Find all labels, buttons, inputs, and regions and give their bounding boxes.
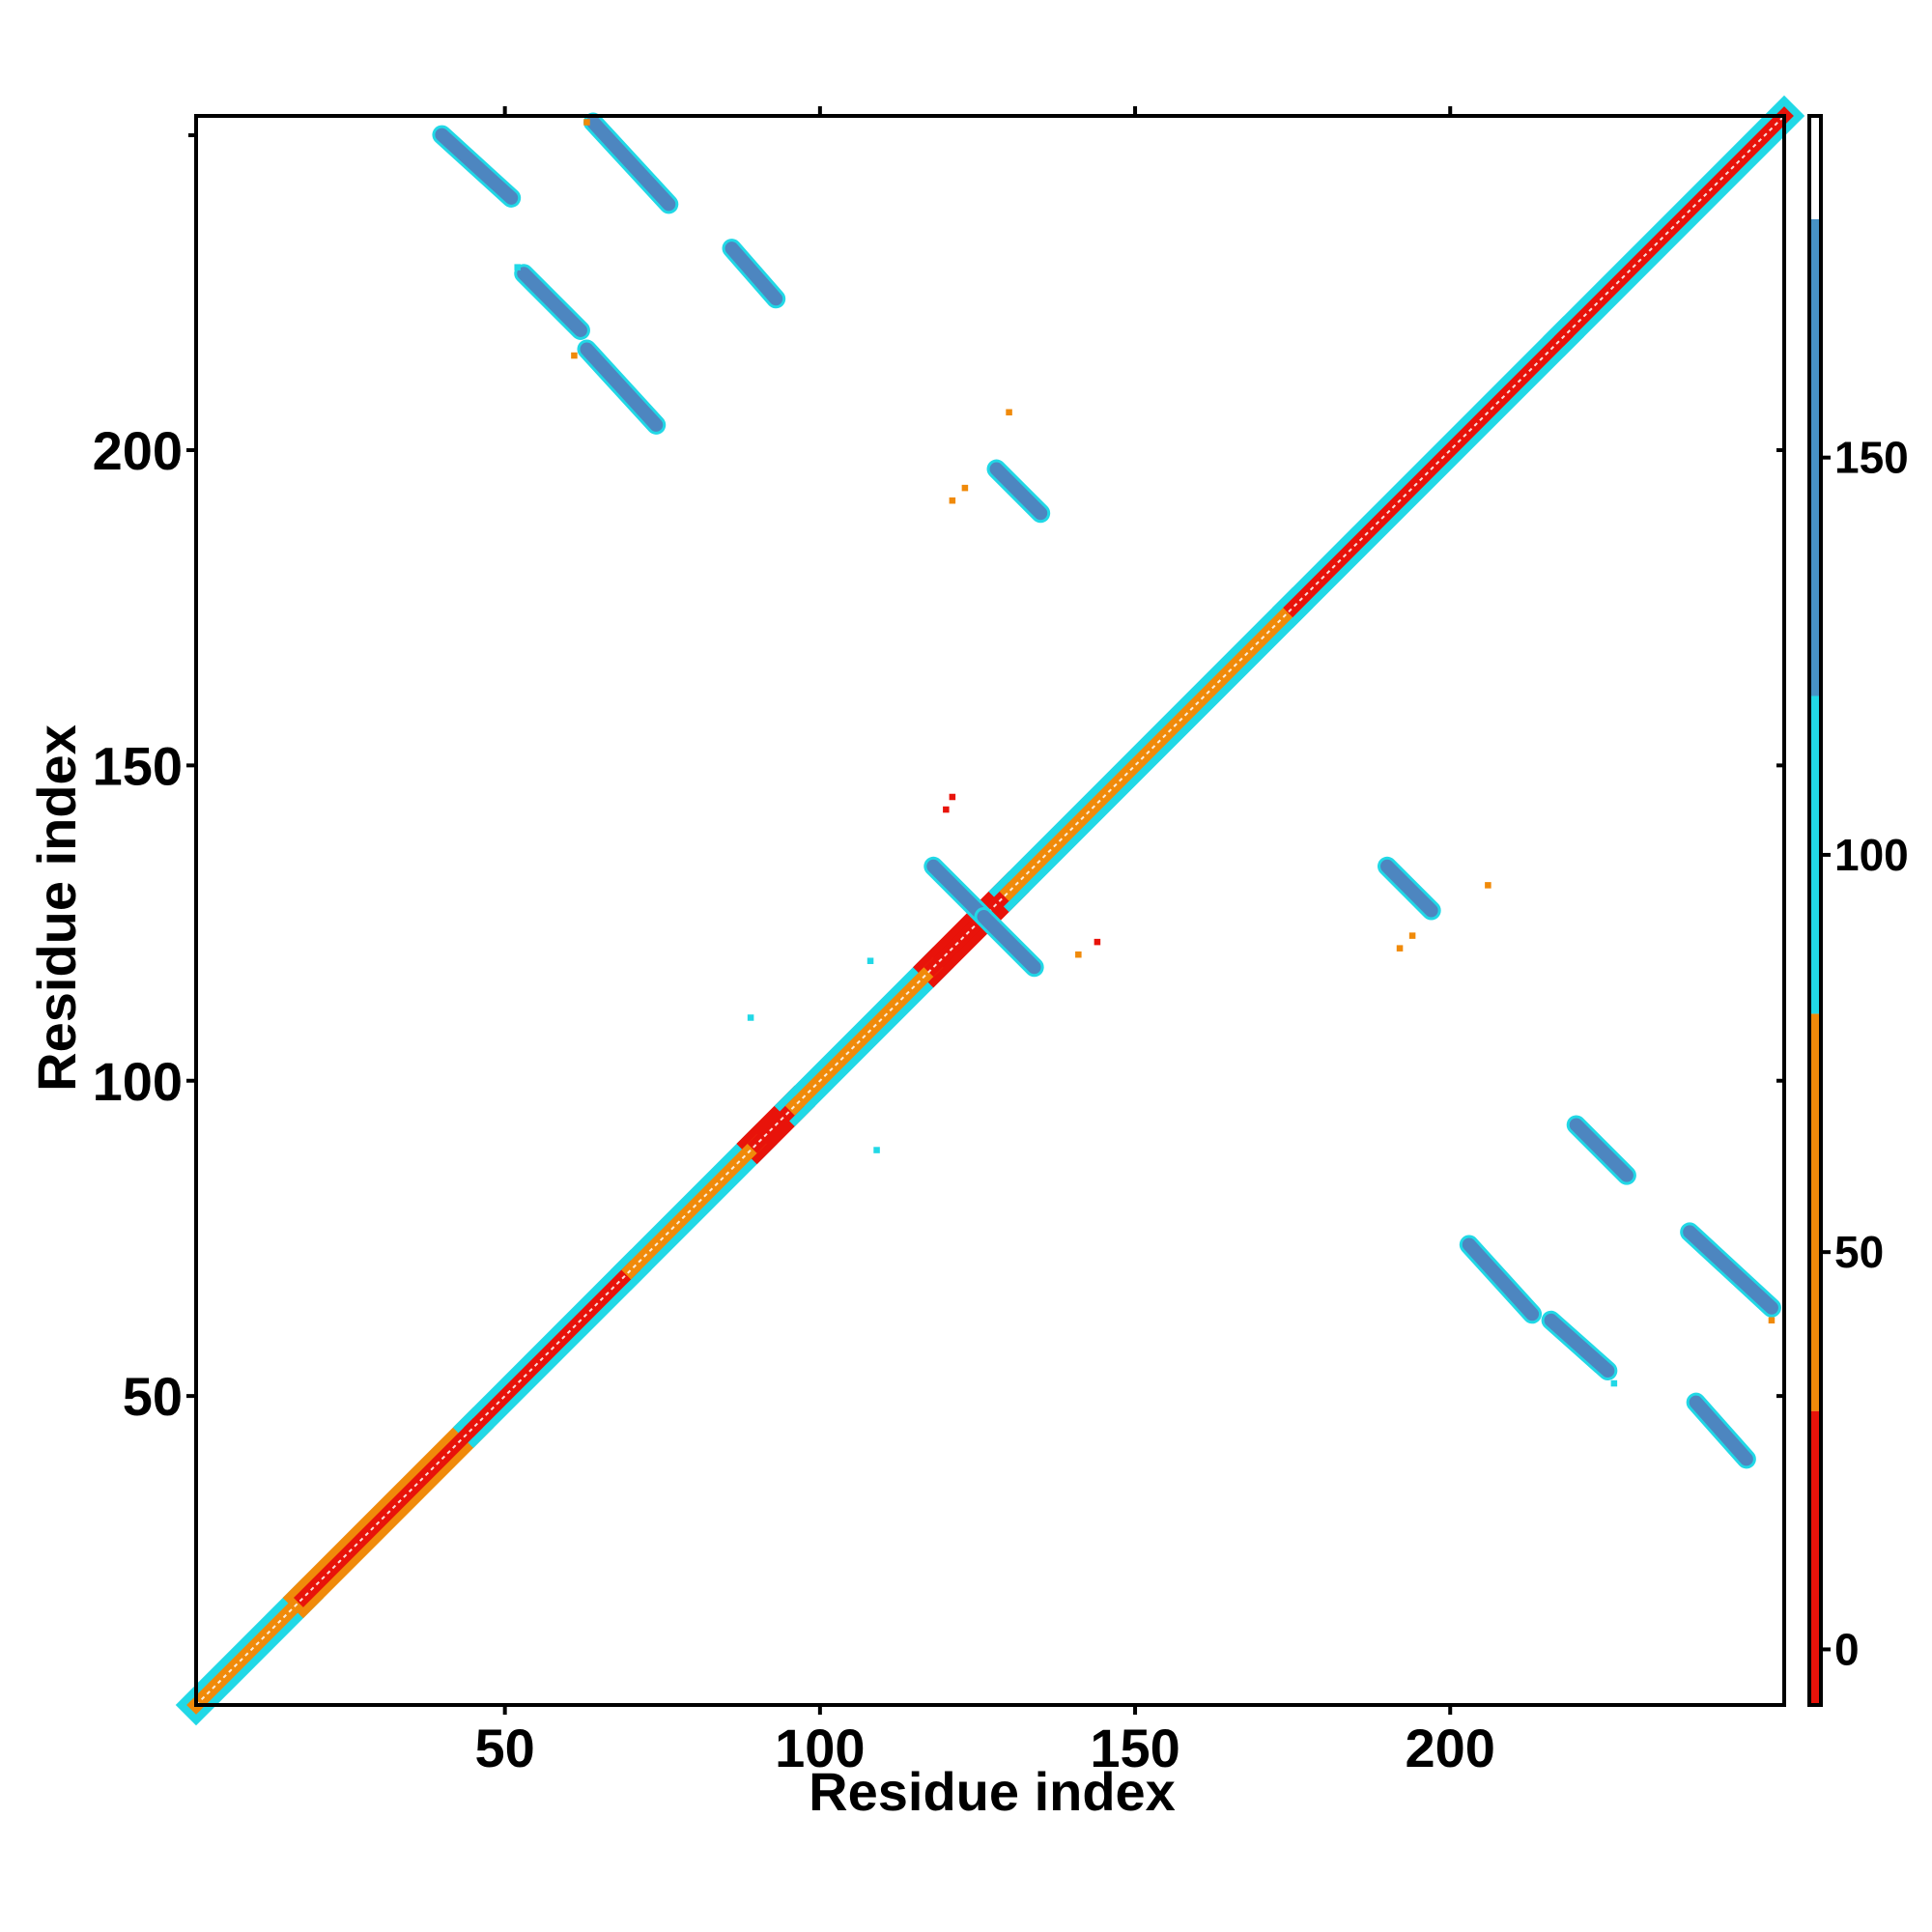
y-tick-label-50: 50 (123, 1366, 183, 1427)
contact-segment-0 (435, 128, 519, 205)
contact-segment-9 (1569, 1118, 1634, 1182)
contact-point-14 (1768, 1317, 1776, 1324)
contact-point-13 (1610, 1379, 1618, 1387)
contact-segment-8 (1380, 859, 1438, 918)
contact-segment-12 (1683, 1225, 1778, 1315)
contact-segment-13 (1689, 1395, 1753, 1466)
x-axis-title: Residue index (809, 1761, 1176, 1822)
contact-point-9 (1408, 932, 1416, 939)
contact-point-4 (943, 806, 950, 813)
contact-segment-11 (1544, 1313, 1615, 1378)
colorbar-band-3 (1809, 116, 1821, 219)
contact-segment-7 (977, 910, 1041, 975)
colorbar-band-1 (1809, 1013, 1821, 1411)
y-axis-title: Residue index (26, 724, 87, 1092)
colorbar-tick-label-50: 50 (1834, 1227, 1884, 1277)
contact-point-6 (1094, 938, 1101, 946)
contact-point-11 (873, 1147, 880, 1153)
contact-point-16 (514, 264, 521, 270)
axes: 50 100 150 200 50 100 150 200 (93, 106, 1786, 1778)
contact-point-17 (583, 119, 590, 126)
contact-point-12 (867, 957, 874, 964)
contact-point-1 (949, 497, 956, 504)
colorbar: 0 50 100 150 (1807, 114, 1909, 1707)
x-tick-label-100: 100 (775, 1718, 865, 1778)
contact-segment-4 (580, 342, 664, 432)
contact-segment-5 (989, 462, 1048, 521)
contact-point-8 (1396, 945, 1404, 952)
y-tick-label-100: 100 (93, 1051, 183, 1112)
plot-frame (194, 114, 1786, 1707)
contact-segment-1 (586, 115, 676, 212)
contact-point-0 (1006, 409, 1012, 416)
y-tick-label-150: 150 (93, 735, 183, 796)
x-tick-label-50: 50 (475, 1718, 535, 1778)
colorbar-tick-label-150: 150 (1834, 433, 1909, 483)
plot-area (175, 95, 1805, 1726)
contact-point-2 (961, 484, 969, 492)
contact-point-15 (571, 352, 578, 359)
contact-point-10 (747, 1014, 754, 1021)
y-tick-label-200: 200 (93, 420, 183, 481)
colorbar-band-0 (1809, 1410, 1821, 1705)
contact-segment-10 (1462, 1237, 1540, 1321)
contact-point-5 (1075, 951, 1082, 958)
contact-segment-3 (517, 267, 587, 337)
contact-segment-2 (724, 242, 783, 306)
x-tick-label-200: 200 (1406, 1718, 1495, 1778)
contact-point-7 (1485, 882, 1492, 889)
colorbar-tick-label-100: 100 (1834, 830, 1909, 880)
x-tick-label-150: 150 (1090, 1718, 1179, 1778)
colorbar-tick-label-0: 0 (1834, 1624, 1860, 1674)
contact-point-3 (949, 793, 956, 801)
contact-segment-6 (926, 859, 991, 924)
colorbar-band-steelblue (1809, 218, 1821, 696)
colorbar-frame (1807, 114, 1823, 1707)
